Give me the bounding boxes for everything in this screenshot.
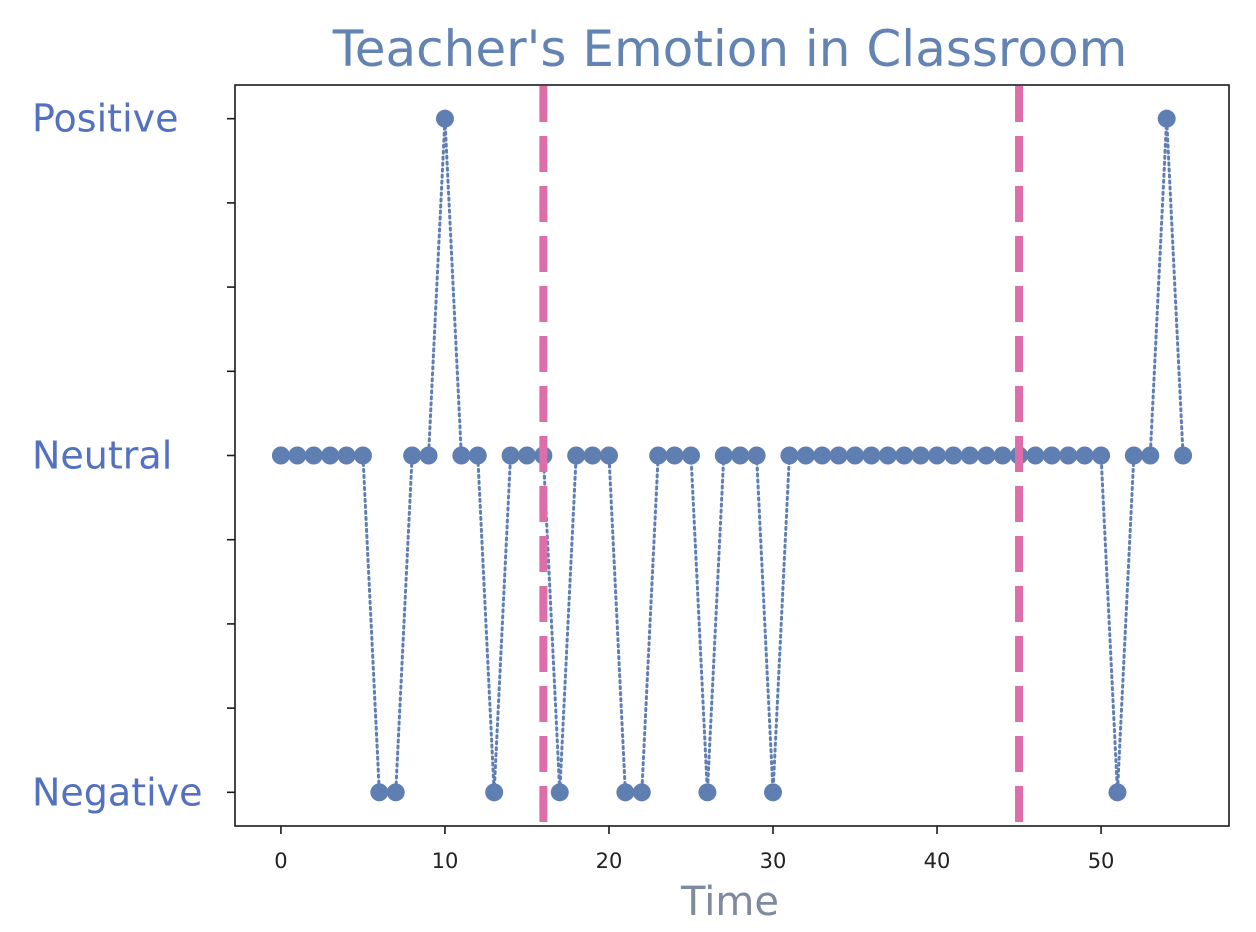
data-point	[271, 446, 290, 465]
data-point	[583, 446, 602, 465]
data-point	[747, 446, 766, 465]
data-point	[846, 446, 865, 465]
data-point	[681, 446, 700, 465]
data-point	[911, 446, 930, 465]
data-point	[780, 446, 799, 465]
series-points	[271, 109, 1193, 802]
y-category-label: Neutral	[32, 434, 172, 478]
data-point	[1042, 446, 1061, 465]
data-point	[731, 446, 750, 465]
data-point	[665, 446, 684, 465]
data-point	[353, 446, 372, 465]
data-point	[468, 446, 487, 465]
data-point	[485, 783, 504, 802]
data-point	[993, 446, 1012, 465]
data-point	[829, 446, 848, 465]
data-point	[928, 446, 947, 465]
data-point	[796, 446, 815, 465]
y-category-label: Negative	[32, 770, 203, 814]
data-point	[370, 783, 389, 802]
x-tick-label: 10	[432, 849, 459, 873]
data-point	[649, 446, 668, 465]
data-point	[1075, 446, 1094, 465]
data-point	[1026, 446, 1045, 465]
data-point	[616, 783, 635, 802]
data-point	[714, 446, 733, 465]
x-tick-label: 50	[1088, 849, 1115, 873]
data-point	[977, 446, 996, 465]
x-tick-label: 40	[924, 849, 951, 873]
data-point	[517, 446, 536, 465]
data-point	[895, 446, 914, 465]
data-point	[419, 446, 438, 465]
data-point	[813, 446, 832, 465]
data-point	[1174, 446, 1193, 465]
data-point	[1157, 109, 1176, 128]
data-point	[698, 783, 717, 802]
x-tick-label: 20	[596, 849, 623, 873]
data-point	[304, 446, 323, 465]
data-point	[403, 446, 422, 465]
data-point	[288, 446, 307, 465]
data-point	[944, 446, 963, 465]
y-ticks	[227, 117, 235, 794]
data-point	[1092, 446, 1111, 465]
data-point	[1059, 446, 1078, 465]
data-point	[435, 109, 454, 128]
data-point	[501, 446, 520, 465]
x-tick-label: 30	[760, 849, 787, 873]
data-point	[599, 446, 618, 465]
data-point	[1124, 446, 1143, 465]
data-point	[1141, 446, 1160, 465]
data-point	[764, 783, 783, 802]
data-point	[452, 446, 471, 465]
y-category-labels: Positive Neutral Negative	[32, 97, 203, 815]
data-point	[878, 446, 897, 465]
data-point	[960, 446, 979, 465]
x-axis-label: Time	[680, 879, 779, 925]
reference-lines	[539, 86, 1024, 825]
data-point	[550, 783, 569, 802]
data-point	[632, 783, 651, 802]
data-point	[337, 446, 356, 465]
x-ticks: 0 10 20 30 40 50	[274, 826, 1114, 873]
data-point	[386, 783, 405, 802]
x-tick-label: 0	[274, 849, 287, 873]
data-point	[862, 446, 881, 465]
data-point	[1108, 783, 1127, 802]
data-point	[567, 446, 586, 465]
y-category-label: Positive	[32, 97, 179, 141]
data-point	[321, 446, 340, 465]
chart-title: Teacher's Emotion in Classroom	[332, 20, 1128, 78]
